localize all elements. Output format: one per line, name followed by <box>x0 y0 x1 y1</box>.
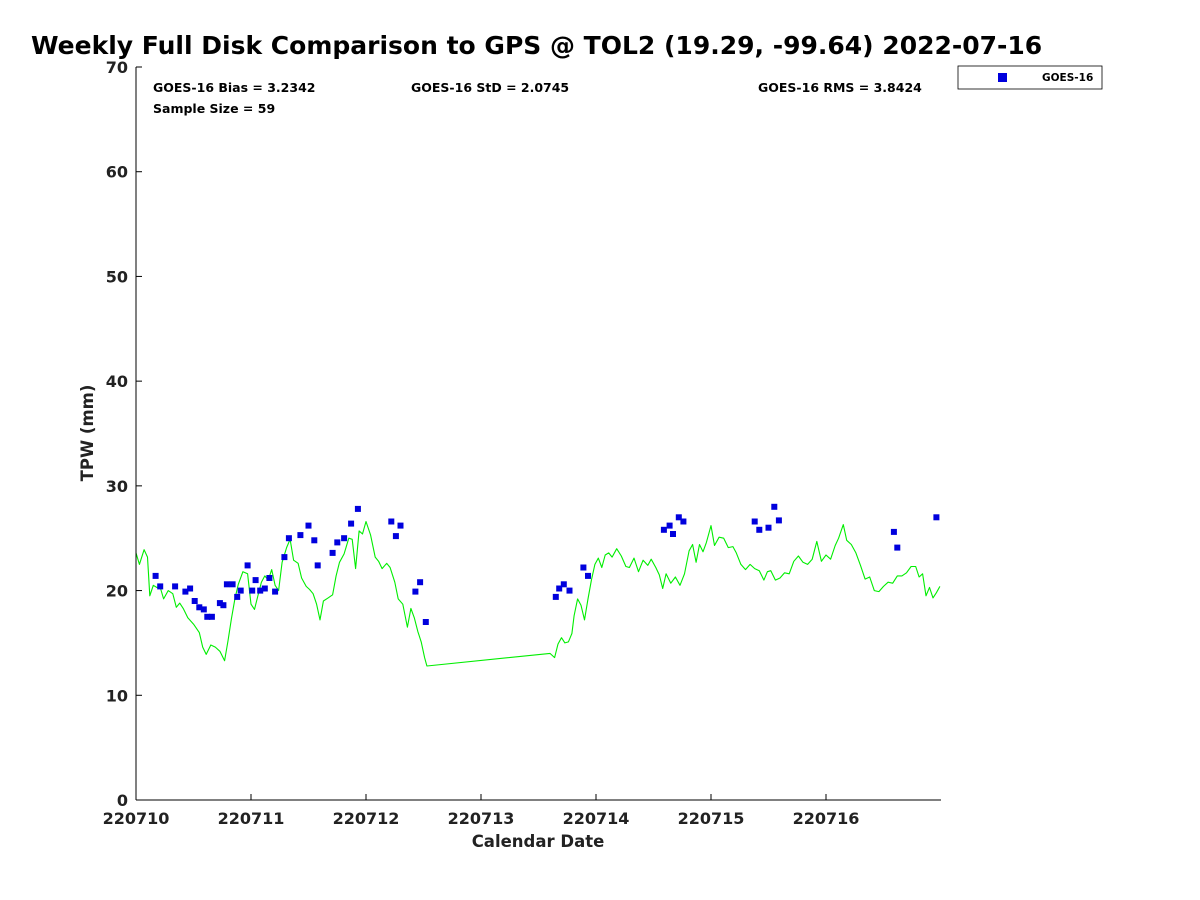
goes-16-point <box>204 613 211 620</box>
goes-16-point <box>334 539 341 546</box>
y-tick-label: 50 <box>106 267 128 286</box>
goes-16-point <box>314 562 321 569</box>
goes-16-point <box>191 598 198 604</box>
goes-16-point <box>670 531 676 537</box>
y-tick-label: 20 <box>106 582 128 601</box>
x-tick-label: 220712 <box>333 809 400 828</box>
x-tick-label: 220711 <box>218 809 285 828</box>
goes-16-point <box>152 572 159 579</box>
goes-16-point <box>285 535 292 542</box>
goes-16-point <box>552 593 559 600</box>
x-axis-ticks: 220710 220711 220712 220713 220714 220715 2207… <box>103 794 860 828</box>
goes-16-point <box>266 575 273 581</box>
goes-16-point <box>244 562 251 569</box>
goes-16-point <box>417 579 424 586</box>
goes-16-point <box>182 588 189 595</box>
x-tick-label: 220715 <box>678 809 745 828</box>
goes-16-point <box>187 585 194 592</box>
goes-16-point <box>341 535 348 542</box>
rms-annotation: GOES-16 RMS = 3.8424 <box>758 80 922 95</box>
goes-16-point <box>261 585 268 592</box>
x-tick-label: 220714 <box>563 809 630 828</box>
sample-size-annotation: Sample Size = 59 <box>153 101 275 116</box>
goes-16-point <box>660 526 667 533</box>
goes-16-point <box>196 604 203 611</box>
goes-16-point <box>680 518 687 525</box>
goes-16-point <box>311 537 318 544</box>
goes-16-point <box>890 528 897 535</box>
y-tick-label: 60 <box>106 163 128 182</box>
goes-16-point <box>272 588 279 595</box>
goes-16-point <box>560 581 567 588</box>
goes-16-point <box>580 564 587 571</box>
std-annotation: GOES-16 StD = 2.0745 <box>411 80 569 95</box>
goes-16-point <box>765 524 772 531</box>
goes-16-point <box>933 514 940 521</box>
goes-16-point <box>392 533 399 540</box>
stats-annotations: GOES-16 Bias = 3.2342 GOES-16 StD = 2.07… <box>153 80 922 116</box>
gps-line <box>135 520 941 667</box>
bias-annotation: GOES-16 Bias = 3.2342 <box>153 80 315 95</box>
goes-16-point <box>208 613 215 620</box>
y-axis-ticks: 0 10 20 30 40 50 60 70 <box>106 58 142 810</box>
goes-16-point <box>297 532 304 539</box>
x-tick-label: 220713 <box>448 809 515 828</box>
goes-16-series <box>152 503 940 625</box>
goes-16-point <box>234 593 241 600</box>
legend: GOES-16 <box>957 65 1103 90</box>
goes-16-point <box>397 522 404 529</box>
x-tick-label: 220716 <box>793 809 860 828</box>
goes-16-point <box>252 577 259 584</box>
goes-16-point <box>354 505 361 512</box>
y-tick-label: 10 <box>106 686 128 705</box>
legend-marker-goes-16 <box>998 73 1007 82</box>
goes-16-point <box>305 522 312 529</box>
gps-series <box>135 520 941 667</box>
goes-16-point <box>200 606 207 613</box>
y-tick-label: 0 <box>117 791 128 810</box>
goes-16-point <box>257 587 264 594</box>
y-tick-label: 70 <box>106 58 128 77</box>
goes-16-point <box>566 587 573 594</box>
goes-16-point <box>675 514 682 521</box>
goes-16-point <box>157 583 164 590</box>
goes-16-point <box>172 583 179 590</box>
goes-16-point <box>422 619 429 625</box>
goes-16-point <box>775 517 782 524</box>
goes-16-point <box>666 522 673 529</box>
goes-16-point <box>216 600 223 607</box>
goes-16-point <box>281 554 288 561</box>
goes-16-point <box>894 544 901 551</box>
goes-16-point <box>756 526 763 533</box>
axes <box>135 67 941 801</box>
goes-16-point <box>771 503 778 510</box>
y-tick-label: 40 <box>106 372 128 391</box>
goes-16-point <box>249 587 256 594</box>
legend-label-goes-16: GOES-16 <box>1042 72 1093 84</box>
legend-box <box>957 65 1103 90</box>
goes-16-point <box>229 581 236 588</box>
x-axis-label: Calendar Date <box>472 832 605 851</box>
goes-16-point <box>329 549 336 556</box>
goes-16-point <box>388 518 395 525</box>
goes-16-point <box>585 572 591 579</box>
y-tick-label: 30 <box>106 477 128 496</box>
goes-16-point <box>348 520 355 527</box>
goes-16-point <box>223 581 230 588</box>
goes-16-point <box>751 518 758 525</box>
goes-16-point <box>412 588 419 595</box>
y-axis-label: TPW (mm) <box>78 385 97 482</box>
goes-16-point <box>237 587 244 594</box>
goes-16-point <box>556 585 563 592</box>
chart-title: Weekly Full Disk Comparison to GPS @ TOL… <box>31 31 1042 60</box>
goes-16-point <box>220 602 227 609</box>
x-tick-label: 220710 <box>103 809 170 828</box>
